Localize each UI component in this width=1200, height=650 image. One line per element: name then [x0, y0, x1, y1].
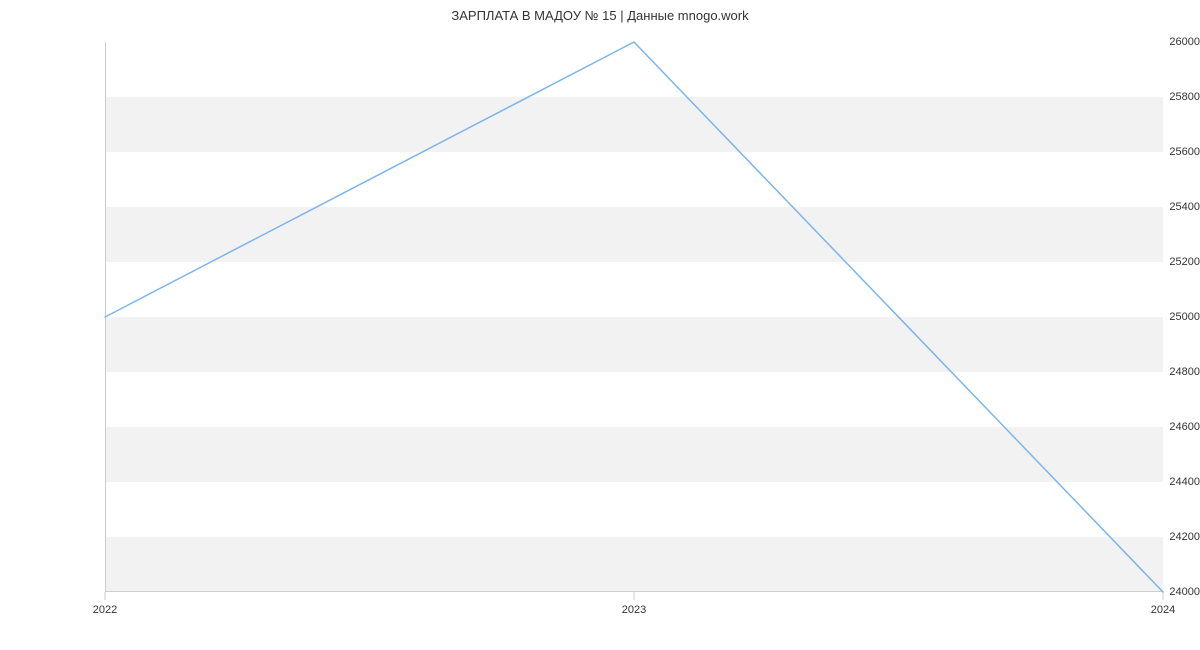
x-tick-label: 2023 — [622, 604, 646, 616]
y-tick-label: 25400 — [1103, 201, 1200, 213]
chart-title: ЗАРПЛАТА В МАДОУ № 15 | Данные mnogo.wor… — [0, 8, 1200, 23]
y-tick-label: 24600 — [1103, 421, 1200, 433]
y-tick-label: 26000 — [1103, 36, 1200, 48]
y-tick-label: 24800 — [1103, 366, 1200, 378]
y-tick-label: 25000 — [1103, 311, 1200, 323]
y-tick-label: 25600 — [1103, 146, 1200, 158]
x-tick-label: 2024 — [1151, 604, 1175, 616]
y-tick-label: 25200 — [1103, 256, 1200, 268]
plot-svg — [105, 42, 1163, 592]
salary-line-chart: ЗАРПЛАТА В МАДОУ № 15 | Данные mnogo.wor… — [0, 0, 1200, 650]
y-tick-label: 24000 — [1103, 586, 1200, 598]
y-tick-label: 24200 — [1103, 531, 1200, 543]
y-tick-label: 24400 — [1103, 476, 1200, 488]
y-tick-label: 25800 — [1103, 91, 1200, 103]
x-tick-label: 2022 — [93, 604, 117, 616]
plot-area — [105, 42, 1163, 592]
